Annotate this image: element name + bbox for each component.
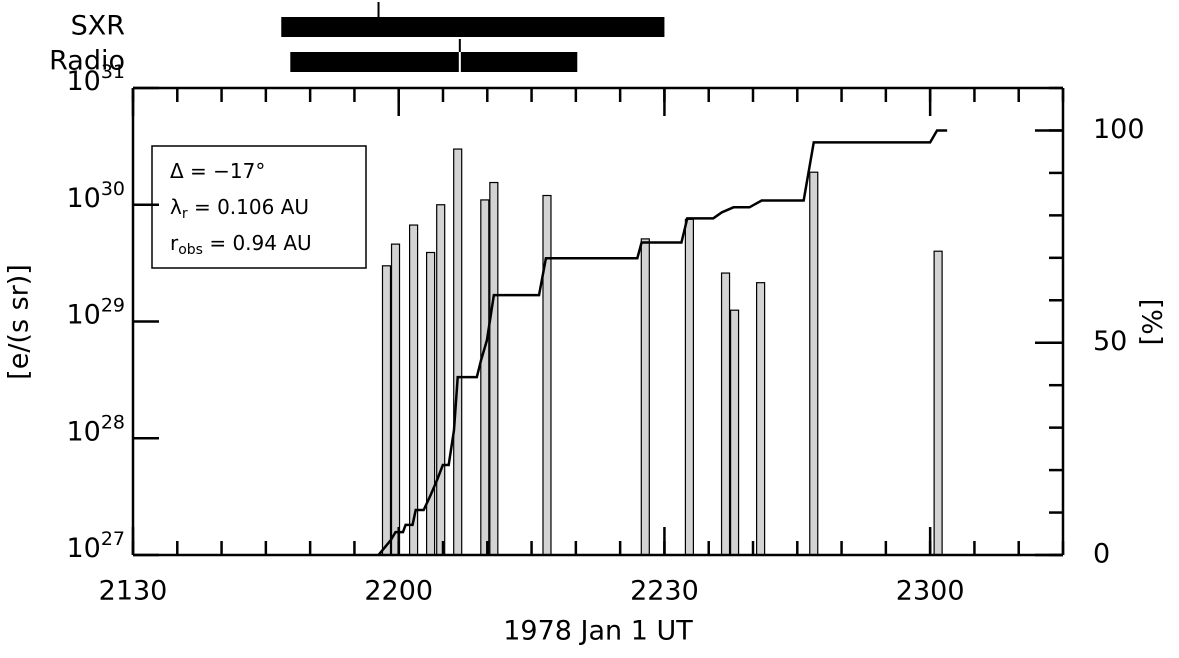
bar xyxy=(408,224,419,556)
y-tick-base: 10 xyxy=(66,533,100,564)
y-tick-exponent: 27 xyxy=(101,528,125,550)
bar xyxy=(809,171,819,556)
bar xyxy=(480,199,490,556)
y-tick-base: 10 xyxy=(66,66,100,97)
y-tick-exponent: 30 xyxy=(101,177,125,199)
y-tick-base: 10 xyxy=(66,299,100,330)
annotation-rest: = 0.106 AU xyxy=(188,195,309,219)
bar xyxy=(436,204,446,556)
bar xyxy=(390,243,401,556)
annotation-main: λ xyxy=(170,195,182,219)
y-tick-label: 1031 xyxy=(66,61,125,97)
annotation-rest: = 0.94 AU xyxy=(203,231,312,255)
annotation-main: r xyxy=(170,231,179,255)
annotation-main: Δ = −17° xyxy=(170,159,265,183)
annotation-box xyxy=(151,145,367,269)
bar xyxy=(381,265,392,556)
y-tick-label: 1029 xyxy=(66,294,125,330)
interval-label: Radio xyxy=(49,46,125,77)
bar xyxy=(933,250,943,556)
y-tick-exponent: 28 xyxy=(101,411,125,433)
y-tick-base: 10 xyxy=(66,416,100,447)
annotation-text: λr = 0.106 AU xyxy=(170,195,309,223)
bar xyxy=(542,194,552,556)
y-tick-base: 10 xyxy=(66,182,100,213)
y-axis-label: [e/(s sr)] xyxy=(4,264,35,380)
cumulative-line xyxy=(377,129,948,556)
interval-bar xyxy=(281,17,665,37)
y-tick-label: 1028 xyxy=(66,411,125,447)
interval-label: SXR xyxy=(71,11,125,42)
y2-axis-label: [%] xyxy=(1136,299,1167,346)
interval-bar xyxy=(290,52,578,72)
annotation-text: robs = 0.94 AU xyxy=(170,231,312,259)
y2-tick-label: 50 xyxy=(1093,326,1127,357)
bar xyxy=(453,148,463,556)
x-tick-label: 2200 xyxy=(364,576,433,607)
y2-tick-label: 0 xyxy=(1093,539,1110,570)
y-tick-label: 1030 xyxy=(66,177,125,213)
y-tick-exponent: 31 xyxy=(101,61,125,83)
bar xyxy=(640,238,650,556)
annotation-sub: obs xyxy=(178,242,203,258)
bar xyxy=(720,272,731,556)
bar xyxy=(489,181,499,556)
annotation-sub: r xyxy=(182,206,188,222)
x-tick-label: 2300 xyxy=(896,576,965,607)
x-tick-label: 2230 xyxy=(630,576,699,607)
bar xyxy=(426,251,436,556)
y2-tick-label: 100 xyxy=(1093,114,1145,145)
x-axis-label: 1978 Jan 1 UT xyxy=(503,616,693,647)
y-tick-label: 1027 xyxy=(66,528,125,564)
y-tick-exponent: 29 xyxy=(101,294,125,316)
bar xyxy=(684,218,695,556)
bar xyxy=(729,309,740,556)
bar xyxy=(756,282,766,556)
annotation-text: Δ = −17° xyxy=(170,159,265,183)
x-tick-label: 2130 xyxy=(99,576,168,607)
